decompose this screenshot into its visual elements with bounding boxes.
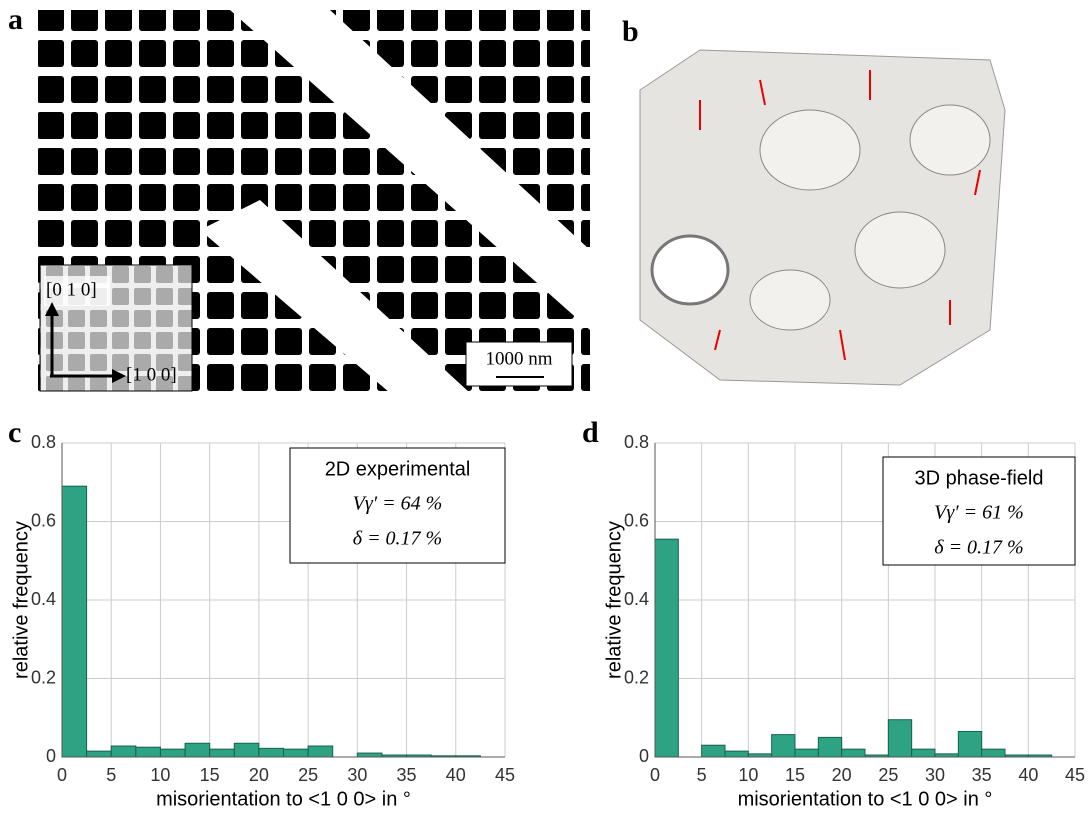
x-tick-label: 0 (650, 765, 660, 785)
bar (654, 538, 679, 758)
bar (258, 747, 284, 758)
x-tick-label: 45 (1065, 765, 1085, 785)
y-tick-label: 0.8 (624, 432, 649, 452)
scale-label: 1000 nm (485, 348, 552, 369)
x-tick-label: 45 (495, 765, 515, 785)
x-tick-label: 35 (397, 765, 417, 785)
bar (184, 742, 211, 758)
panel-label: d (582, 416, 599, 449)
y-tick-label: 0.6 (624, 510, 649, 530)
bar (701, 744, 726, 758)
y-tick-label: 0 (46, 746, 56, 766)
arrow-head (45, 302, 59, 316)
x-tick-label: 20 (832, 765, 852, 785)
x-tick-label: 30 (347, 765, 367, 785)
annotation: 3D phase-field (915, 467, 1044, 489)
structure (639, 49, 1006, 386)
y-tick-label: 0 (639, 746, 649, 766)
blob (749, 269, 831, 331)
x-tick-label: 10 (150, 765, 170, 785)
y-tick-label: 0.6 (31, 510, 56, 530)
bar (61, 485, 88, 758)
bar (841, 748, 866, 758)
panel-a: a [0 1 0] [1 0 0] 1000 nm (8, 3, 590, 393)
x-tick-label: 0 (57, 765, 67, 785)
x-tick-label: 35 (972, 765, 992, 785)
y-axis-label: relative frequency (603, 521, 625, 679)
label-bg (44, 276, 110, 306)
bar (159, 748, 186, 758)
x-tick-label: 40 (446, 765, 466, 785)
bar (911, 748, 936, 758)
annotation: Vγ′ = 61 % (934, 502, 1024, 524)
arrow-head (112, 369, 126, 383)
x-tick-label: 5 (697, 765, 707, 785)
bar (233, 742, 260, 758)
bar (356, 752, 383, 758)
x-tick-label: 15 (785, 765, 805, 785)
axis-label: [0 1 0] (46, 279, 97, 300)
annotation: δ = 0.17 % (934, 537, 1023, 559)
connector (699, 70, 981, 361)
bar (135, 746, 161, 758)
bar (794, 748, 819, 758)
y-axis-label: relative frequency (10, 521, 32, 679)
bar (209, 748, 235, 758)
y-tick-label: 0.4 (31, 589, 56, 609)
bar (817, 736, 843, 758)
annotation: δ = 0.17 % (353, 528, 442, 550)
annotation: Vγ′ = 64 % (353, 493, 443, 515)
bar (771, 734, 796, 758)
blob (909, 104, 991, 176)
channel (200, 200, 470, 393)
y-tick-label: 0.2 (624, 667, 649, 687)
x-tick-label: 30 (925, 765, 945, 785)
blob (759, 109, 861, 191)
bar (981, 748, 1006, 758)
x-tick-label: 20 (249, 765, 269, 785)
panel-label: b (622, 15, 639, 48)
legend-box (289, 447, 506, 564)
y-tick-label: 0.4 (624, 589, 649, 609)
bar (307, 745, 334, 758)
axis-label: [1 0 0] (126, 364, 177, 385)
x-tick-label: 25 (878, 765, 898, 785)
scale-box (465, 341, 573, 387)
y-tick-label: 0.8 (31, 432, 56, 452)
x-tick-label: 10 (738, 765, 758, 785)
bar (86, 750, 112, 758)
x-tick-label: 15 (200, 765, 220, 785)
panel-b: b (622, 15, 1006, 386)
blob (854, 211, 946, 289)
y-tick-label: 0.2 (31, 667, 56, 687)
x-axis-label: misorientation to <1 0 0> in ° (156, 788, 411, 810)
x-tick-label: 25 (298, 765, 318, 785)
annotation: 2D experimental (325, 458, 471, 480)
bar (957, 730, 983, 758)
bar (283, 748, 309, 758)
legend-box (882, 456, 1076, 566)
panel-label: c (8, 416, 21, 449)
pore (650, 234, 730, 306)
x-tick-label: 40 (1018, 765, 1038, 785)
bar (724, 750, 749, 758)
bar (110, 745, 137, 758)
x-axis-label: misorientation to <1 0 0> in ° (738, 788, 993, 810)
x-tick-label: 5 (106, 765, 116, 785)
channel (230, 10, 590, 330)
bar (887, 719, 913, 758)
panel-label: a (8, 3, 23, 36)
